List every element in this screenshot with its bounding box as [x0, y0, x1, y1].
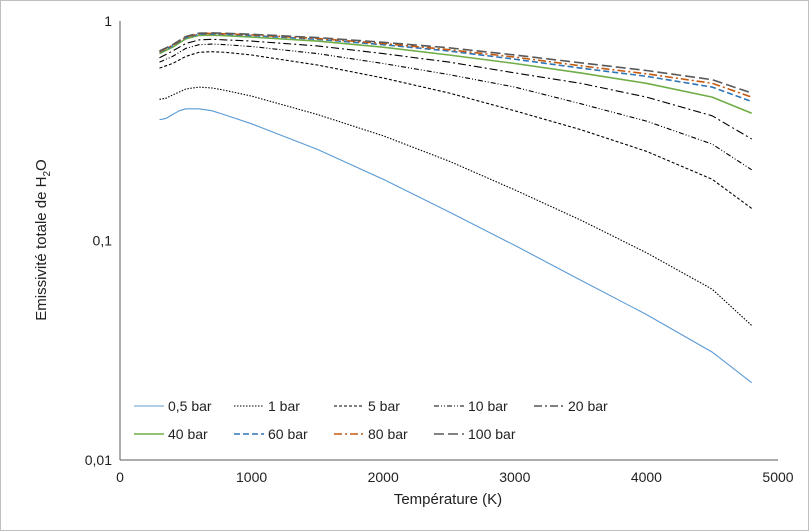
legend-label: 1 bar [268, 398, 300, 414]
y-tick-label: 0,01 [85, 452, 112, 468]
series-line-3 [159, 43, 752, 171]
series-line-8 [159, 32, 752, 94]
legend-label: 60 bar [268, 426, 308, 442]
series-line-2 [159, 51, 753, 209]
legend-label: 10 bar [468, 398, 508, 414]
x-tick-label: 0 [116, 469, 124, 485]
series-line-1 [159, 86, 753, 326]
y-axis-title-main: Emissivité totale de H [33, 177, 50, 321]
x-tick-label: 1000 [236, 469, 267, 485]
x-tick-label: 5000 [762, 469, 793, 485]
series-line-5 [159, 34, 753, 114]
x-tick-label: 4000 [631, 469, 662, 485]
legend-label: 80 bar [368, 426, 408, 442]
series-line-4 [159, 38, 752, 140]
y-axis-title: Emissivité totale de H2O [33, 159, 53, 320]
legend-label: 5 bar [368, 398, 400, 414]
series-layer [159, 32, 753, 384]
y-tick-label: 0,1 [93, 233, 113, 249]
legend-label: 100 bar [468, 426, 516, 442]
y-axis-title-tail: O [33, 159, 50, 171]
legend: 0,5 bar 1 bar 5 bar 10 bar 20 bar 40 bar 60 ba… [134, 398, 608, 442]
legend-label: 40 bar [168, 426, 208, 442]
x-axis-title: Température (K) [394, 491, 502, 508]
y-tick-label: 1 [104, 13, 112, 29]
legend-label: 20 bar [568, 398, 608, 414]
y-axis-title-subscript: 2 [42, 171, 53, 177]
series-line-0 [159, 108, 753, 384]
x-tick-label: 3000 [499, 469, 530, 485]
x-tick-label: 2000 [368, 469, 399, 485]
legend-label: 0,5 bar [168, 398, 212, 414]
axis-layer: 0 1000 2000 3000 4000 5000 1 0,1 0,01 [85, 13, 794, 485]
